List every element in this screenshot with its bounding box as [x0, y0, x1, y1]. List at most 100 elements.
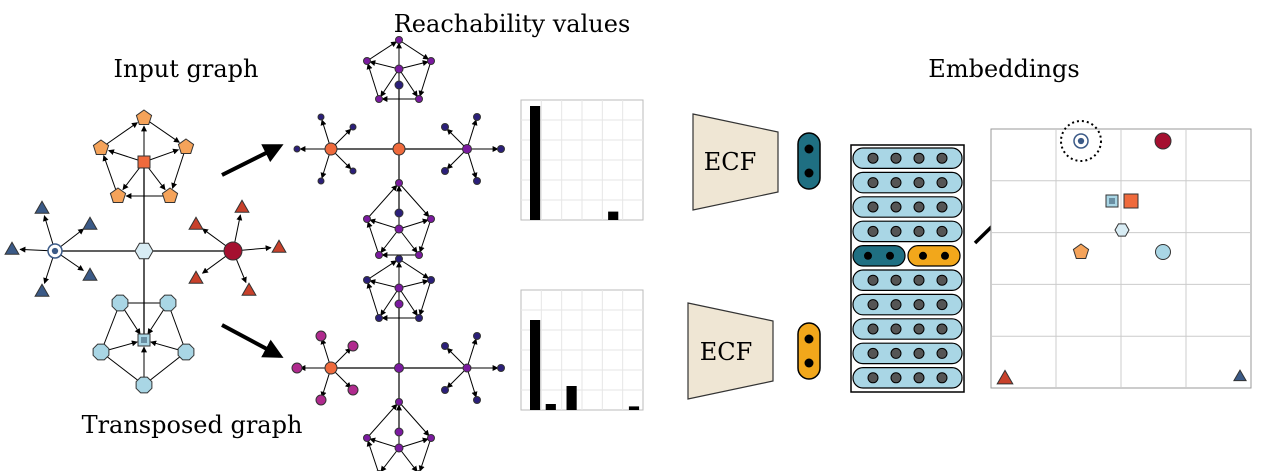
ecf-encoder-top: ECF: [692, 113, 779, 211]
matrix-cell: [867, 274, 879, 286]
scatter-point-pentagon: [1072, 243, 1090, 259]
octagon-node: [135, 376, 153, 394]
matrix-cell: [936, 372, 948, 384]
matrix-cell: [890, 225, 902, 237]
reach-node: [375, 251, 383, 259]
reach-node: [363, 276, 371, 284]
triangle-node: [241, 282, 257, 296]
reach-node: [473, 332, 481, 340]
embeddings-title: Embeddings: [928, 55, 1079, 83]
reach-node: [363, 434, 371, 442]
reach-node: [315, 330, 327, 342]
matrix-row: [852, 318, 963, 340]
matrix-cell: [936, 347, 948, 359]
arrow-to-reachability: [221, 144, 284, 177]
matrix-row: [852, 220, 963, 243]
triangle-node: [4, 241, 20, 255]
reach-node: [394, 299, 404, 309]
triangle-node: [82, 267, 98, 281]
matrix-cell: [936, 323, 948, 335]
reach-node: [375, 314, 383, 322]
matrix-cell: [890, 299, 902, 311]
reach-node: [415, 251, 423, 259]
triangle-node: [234, 199, 250, 213]
reach-node: [473, 396, 481, 404]
triangle-node: [82, 216, 98, 230]
matrix-row: [852, 147, 963, 169]
reach-node: [293, 145, 301, 153]
scatter-point-hexagon: [1114, 223, 1130, 237]
matrix-cell: [936, 225, 948, 237]
reach-node: [473, 113, 481, 121]
reach-node: [392, 142, 406, 156]
matrix-cell: [913, 347, 925, 359]
reach-node: [473, 177, 481, 185]
matrix-cell: [936, 299, 948, 311]
pentagon-node: [161, 187, 179, 203]
reachability-graph-bottom: [291, 255, 505, 471]
pentagon-node: [177, 138, 195, 154]
histogram-bottom: [520, 289, 644, 411]
octagon-node: [111, 294, 129, 312]
histogram-bar: [530, 320, 541, 410]
matrix-cell: [867, 177, 879, 189]
embedding-scatter-plot: [990, 120, 1252, 389]
reach-node: [427, 215, 435, 223]
histogram-bar: [530, 106, 541, 220]
matrix-row: [852, 293, 963, 316]
matrix-cell: [867, 347, 879, 359]
reach-node: [394, 208, 404, 218]
arrow-to-transposed: [221, 323, 284, 358]
reach-node: [349, 123, 357, 131]
matrix-row: [852, 367, 963, 389]
matrix-row: [852, 196, 963, 218]
triangle-node: [271, 239, 287, 253]
octagon-node: [92, 343, 110, 361]
circle-node: [223, 241, 243, 261]
square-node: [137, 155, 151, 169]
ecf-top-label: ECF: [704, 148, 757, 176]
reachability-graph-top: [293, 36, 505, 259]
reach-node: [363, 215, 371, 223]
matrix-cell: [913, 323, 925, 335]
matrix-row: [852, 171, 963, 194]
octagon-node: [177, 343, 195, 361]
reach-node: [317, 177, 325, 185]
triangle-node: [188, 270, 204, 284]
reach-node: [395, 36, 403, 44]
reach-node: [324, 142, 338, 156]
reach-node: [315, 394, 327, 406]
matrix-cell: [890, 274, 902, 286]
triangle-node: [188, 216, 204, 230]
reach-node: [395, 398, 403, 406]
matrix-row-half-gold: [907, 245, 961, 267]
scatter-point-square: [1123, 193, 1139, 209]
matrix-cell: [867, 372, 879, 384]
matrix-cell: [890, 201, 902, 213]
histogram-top: [520, 99, 644, 221]
scatter-point-triangle: [996, 369, 1014, 385]
reach-node: [347, 384, 359, 396]
reach-node: [395, 255, 403, 263]
matrix-cell: [890, 372, 902, 384]
matrix-cell: [886, 251, 894, 260]
matrix-cell: [890, 177, 902, 189]
matrix-cell: [867, 152, 879, 164]
reach-node: [415, 314, 423, 322]
matrix-cell: [864, 251, 872, 260]
matrix-cell: [867, 201, 879, 213]
reach-node: [349, 167, 357, 175]
matrix-cell: [941, 251, 949, 260]
reach-node: [394, 427, 404, 437]
reach-node: [394, 224, 404, 234]
reach-node: [441, 386, 449, 394]
matrix-cell: [867, 225, 879, 237]
embedding-matrix: [850, 144, 965, 393]
reach-node: [394, 64, 404, 74]
reach-node: [347, 340, 359, 352]
reach-node: [375, 95, 383, 103]
matrix-cell: [913, 225, 925, 237]
transposed-graph-title: Transposed graph: [82, 411, 303, 439]
matrix-cell: [936, 152, 948, 164]
